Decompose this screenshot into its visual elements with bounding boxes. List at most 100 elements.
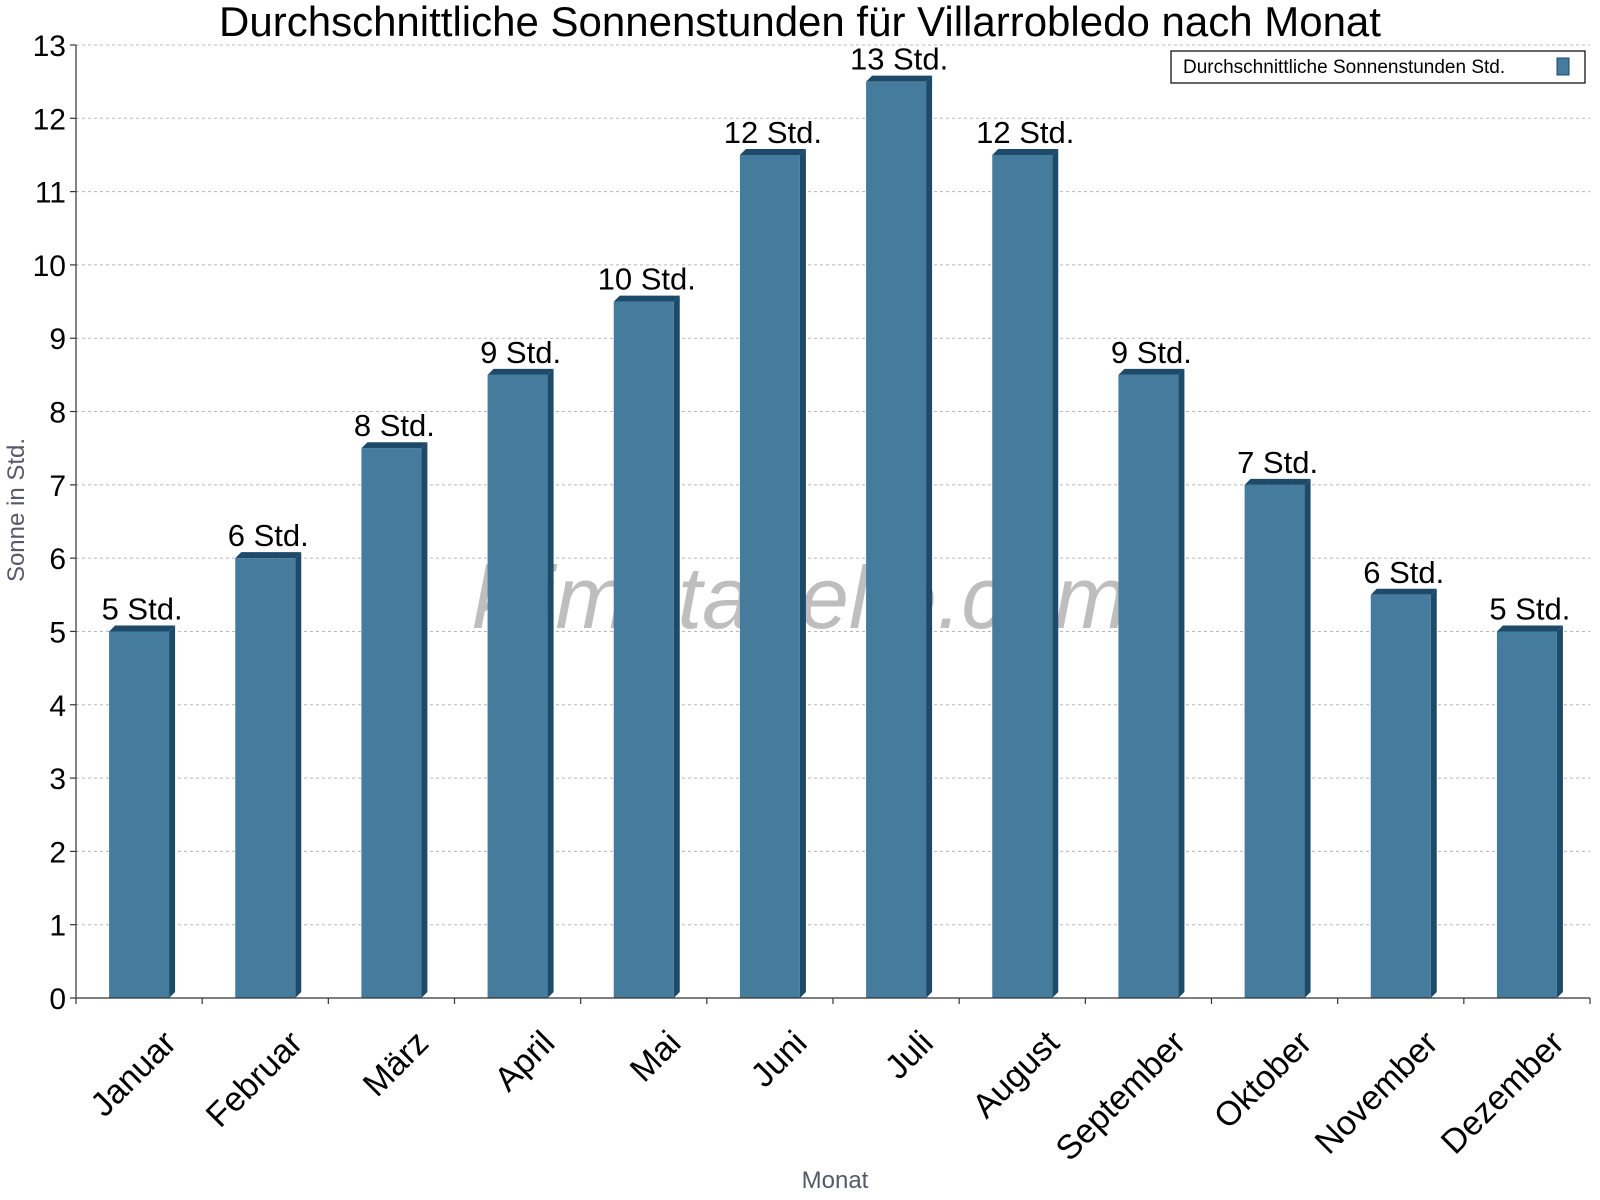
y-tick-label: 4: [49, 690, 66, 723]
data-label: 12 Std.: [976, 115, 1074, 150]
bar-märz: [361, 442, 428, 998]
legend-box: [1170, 50, 1586, 84]
bar-side: [1178, 368, 1185, 998]
bar-dezember: [1496, 625, 1563, 998]
bar-top: [109, 625, 176, 632]
bar-top: [1496, 625, 1563, 632]
bar: [739, 154, 800, 998]
bar: [866, 81, 927, 998]
bar-side: [295, 552, 302, 998]
bar-top: [1370, 588, 1437, 595]
x-axis-label: Monat: [802, 1167, 869, 1194]
bar-januar: [109, 625, 176, 998]
y-tick-label: 11: [35, 177, 66, 210]
grid-lines: [76, 44, 1590, 926]
x-tick-label: Mai: [623, 1024, 689, 1090]
bar-side: [673, 295, 680, 999]
data-label: 10 Std.: [598, 262, 696, 297]
bar-juni: [739, 148, 806, 998]
data-label: 12 Std.: [724, 115, 822, 150]
bar: [487, 374, 548, 998]
bar-side: [926, 75, 933, 998]
legend-swatch: [1556, 57, 1570, 76]
x-tick-label: Oktober: [1207, 1024, 1319, 1136]
bar: [1244, 484, 1305, 998]
data-label: 8 Std.: [354, 408, 435, 443]
bar-august: [992, 148, 1059, 998]
bar-top: [866, 75, 933, 82]
x-tick-labels: Januar Februar März April Mai Juni Juli AugustS…: [83, 1023, 1571, 1168]
data-label: 5 Std.: [102, 591, 183, 626]
y-tick-label: 3: [49, 763, 66, 796]
legend: Durchschnittliche Sonnenstunden Std.: [1170, 50, 1586, 84]
bar-side: [1052, 148, 1059, 998]
y-tick-label: 6: [49, 543, 66, 576]
bar-side: [1304, 478, 1311, 998]
bar: [1118, 374, 1179, 998]
bar-november: [1370, 588, 1437, 998]
bar: [361, 448, 422, 998]
bar-oktober: [1244, 478, 1311, 998]
data-label: 5 Std.: [1489, 591, 1570, 626]
bar-top: [992, 148, 1059, 155]
x-tick-label: Dezember: [1434, 1024, 1572, 1162]
x-tick-label: September: [1049, 1024, 1193, 1168]
data-label: 9 Std.: [1111, 335, 1192, 370]
bar-top: [1244, 478, 1311, 485]
y-tick-label: 9: [49, 323, 66, 356]
bar-februar: [235, 552, 302, 998]
x-tick-label: Juli: [878, 1024, 941, 1087]
bar-top: [487, 368, 554, 375]
x-tick-label: Januar: [83, 1024, 183, 1124]
x-tick-label: Juni: [744, 1024, 815, 1095]
x-tick-label: März: [356, 1024, 436, 1104]
y-tick-label: 1: [49, 910, 66, 943]
bar-top: [235, 552, 302, 559]
bar-top: [613, 295, 680, 302]
bar-mai: [613, 295, 680, 999]
data-labels: 5 Std. 6 Std. 8 Std. 9 Std. 10 Std. 12 Std. 13…: [102, 42, 1571, 627]
y-tick-label: 13: [33, 30, 66, 63]
y-tick-label: 2: [49, 836, 66, 869]
bar-side: [799, 148, 806, 998]
bar-side: [421, 442, 428, 998]
y-tick-label: 5: [49, 616, 66, 649]
bar: [613, 301, 674, 999]
x-tick-label: November: [1308, 1024, 1446, 1162]
data-label: 6 Std.: [1363, 555, 1444, 590]
bar-side: [1556, 625, 1563, 998]
bar-top: [739, 148, 806, 155]
y-tick-label: 0: [49, 983, 66, 1016]
data-label: 6 Std.: [228, 518, 309, 553]
bar-top: [361, 442, 428, 449]
bar: [992, 154, 1053, 998]
bar-side: [169, 625, 176, 998]
axes: [70, 44, 1591, 1004]
y-tick-label: 7: [49, 470, 66, 503]
bars: [109, 75, 1563, 999]
y-axis-label: Sonne in Std.: [3, 438, 30, 582]
y-tick-label: 10: [33, 250, 66, 283]
bar-juli: [866, 75, 933, 998]
x-tick-label: Februar: [199, 1024, 310, 1135]
bar-side: [547, 368, 554, 998]
data-label: 9 Std.: [480, 335, 561, 370]
bar: [109, 631, 170, 998]
x-tick-label: April: [487, 1024, 562, 1099]
data-label: 7 Std.: [1237, 445, 1318, 480]
legend-label: Durchschnittliche Sonnenstunden Std.: [1183, 57, 1505, 78]
bar-september: [1118, 368, 1185, 998]
bar: [1370, 594, 1431, 998]
x-tick-label: August: [965, 1023, 1067, 1125]
bar: [235, 558, 296, 998]
bar-side: [1430, 588, 1437, 998]
bar-april: [487, 368, 554, 998]
bar-top: [1118, 368, 1185, 375]
y-tick-label: 12: [33, 103, 66, 136]
chart-title: Durchschnittliche Sonnenstunden für Vill…: [219, 0, 1381, 45]
data-label: 13 Std.: [850, 42, 948, 77]
y-tick-label: 8: [49, 397, 66, 430]
bar: [1496, 631, 1557, 998]
